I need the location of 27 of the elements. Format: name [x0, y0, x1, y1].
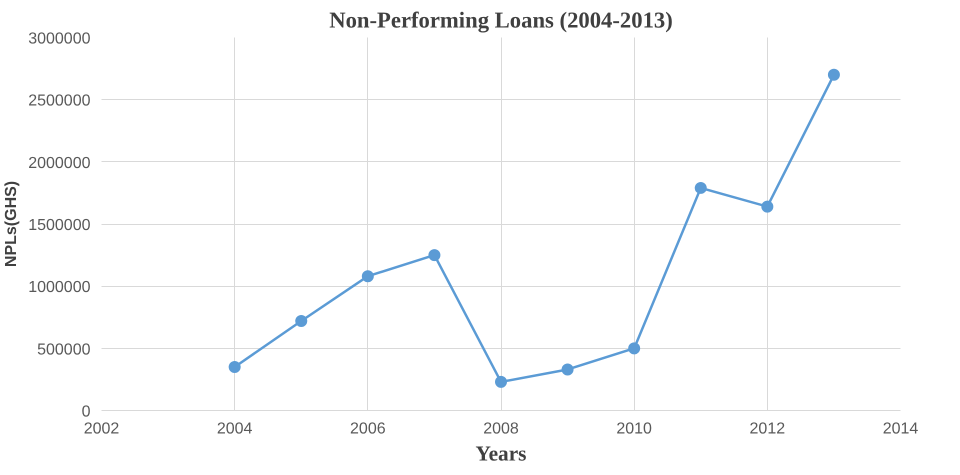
point	[295, 314, 308, 327]
x-axis-title: Years	[476, 442, 526, 466]
point	[428, 249, 440, 262]
point	[761, 200, 774, 213]
point	[228, 360, 241, 373]
y-axis-title: NPLs(GHS)	[3, 180, 20, 268]
point	[362, 270, 374, 282]
chart-title: Non-Performing Loans (2004-2013)	[329, 8, 673, 32]
point	[628, 342, 640, 354]
x-tick-label: 2012	[750, 420, 786, 438]
y-tick-label: 3000000	[28, 30, 91, 48]
y-tick-label: 2500000	[28, 92, 91, 110]
x-tick-label: 2004	[216, 420, 253, 438]
x-tick-label: 2010	[616, 420, 652, 438]
x-tick-label: 2014	[882, 420, 918, 438]
point	[495, 376, 507, 388]
y-tick-label: 0	[82, 404, 91, 420]
y-tick-label: 1500000	[28, 217, 91, 234]
point	[694, 182, 707, 194]
x-tick-label: 2002	[84, 420, 120, 438]
y-tick-label: 500000	[37, 341, 91, 358]
y-tick-label: 1000000	[28, 279, 91, 296]
x-tick-label: 2006	[350, 420, 386, 438]
y-tick-label: 2000000	[28, 154, 91, 172]
point	[828, 68, 840, 81]
x-tick-label: 2008	[483, 420, 519, 438]
point	[562, 363, 574, 376]
